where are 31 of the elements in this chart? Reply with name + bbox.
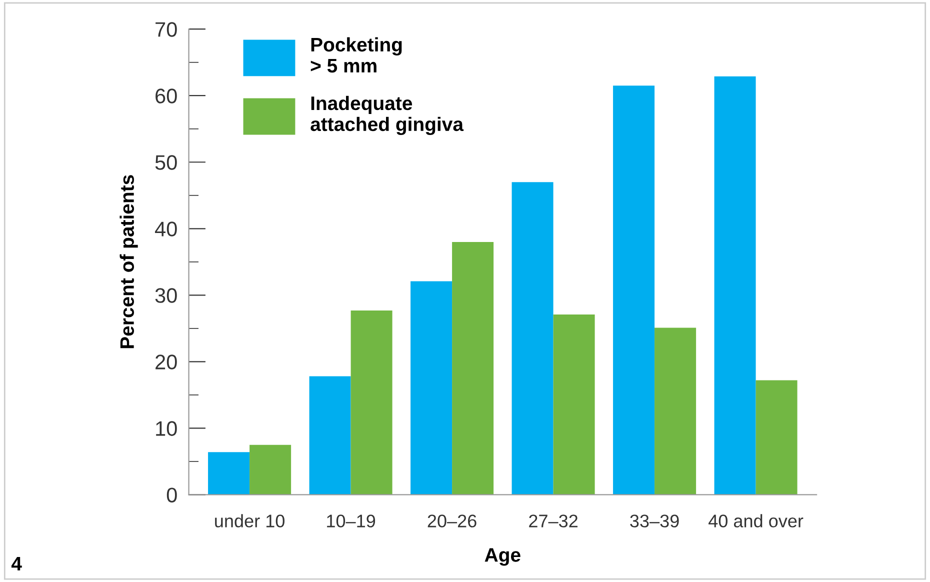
y-tick-label: 10 <box>156 421 177 436</box>
legend-label: Pocketing > 5 mm <box>310 37 402 73</box>
text: 4 <box>11 556 22 570</box>
x-tick-label: 10–19 <box>327 514 376 528</box>
y-tick-label: 30 <box>155 288 177 303</box>
x-tick-label: 20–26 <box>428 514 476 528</box>
bar <box>714 76 756 495</box>
x-tick-label: 33–39 <box>630 514 679 528</box>
bar <box>512 182 554 495</box>
y-tick-label: 20 <box>156 354 177 370</box>
bar <box>309 376 351 495</box>
x-axis-title: Age <box>484 548 520 566</box>
x-tick-label: under 10 <box>215 514 284 528</box>
bar <box>350 310 392 495</box>
x-tick-label: 40 and over <box>708 514 804 528</box>
y-tick-label: 60 <box>156 88 177 104</box>
y-tick-label: 0 <box>166 488 177 502</box>
bar <box>613 86 655 495</box>
bar <box>208 452 250 495</box>
bar <box>410 281 452 495</box>
bar <box>250 444 292 495</box>
bar <box>654 328 696 495</box>
bar <box>756 380 798 495</box>
y-tick-label: 50 <box>155 155 177 170</box>
x-tick-label: 27–32 <box>529 514 578 528</box>
y-tick-label: 70 <box>156 22 177 37</box>
legend-label: Inadequate attached gingiva <box>310 96 464 136</box>
bar <box>553 314 595 495</box>
y-tick-label: 40 <box>154 222 177 236</box>
y-axis-title: Percent of patients <box>120 175 138 348</box>
bar <box>452 242 494 495</box>
